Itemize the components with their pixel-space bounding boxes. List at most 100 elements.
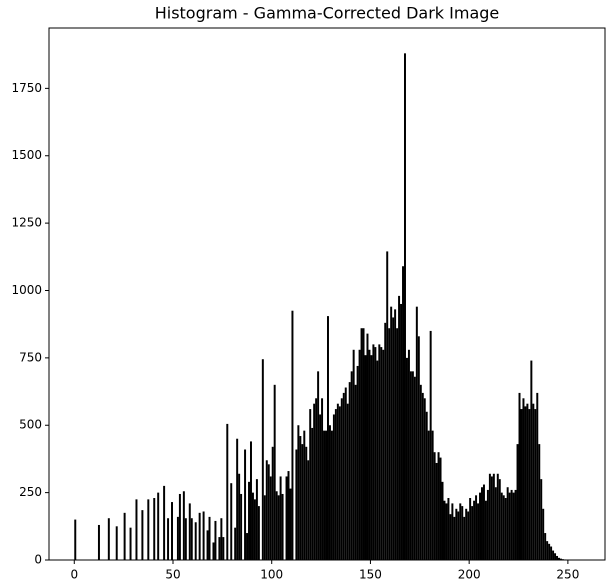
bar	[358, 349, 361, 560]
bar	[394, 309, 397, 560]
bar	[350, 371, 353, 560]
bar	[115, 526, 118, 560]
bar	[240, 493, 243, 560]
bar	[198, 512, 201, 560]
bar	[516, 444, 519, 560]
bar	[447, 498, 450, 560]
bar	[328, 425, 331, 560]
bar	[206, 530, 209, 560]
bar	[315, 398, 318, 560]
bar	[261, 359, 264, 560]
bar	[238, 473, 241, 560]
bar	[184, 518, 187, 560]
bar	[484, 500, 487, 560]
bar	[295, 449, 298, 560]
bar	[473, 500, 476, 560]
bar	[471, 506, 474, 560]
bar	[190, 518, 193, 560]
bar	[554, 553, 557, 560]
bar	[504, 498, 507, 560]
bar	[251, 492, 254, 560]
bar	[246, 533, 249, 560]
bar	[396, 328, 399, 560]
bar	[226, 423, 229, 560]
bar	[340, 398, 343, 560]
bar	[129, 527, 132, 560]
bar	[559, 558, 562, 560]
bar	[546, 541, 549, 560]
bar	[364, 355, 367, 560]
bar	[255, 479, 258, 560]
bar	[477, 503, 480, 560]
bar	[481, 487, 483, 560]
bar	[220, 518, 223, 560]
bar	[222, 537, 225, 560]
y-tick-label: 1250	[11, 216, 42, 230]
bar	[289, 488, 292, 560]
bar	[534, 409, 537, 560]
bar	[512, 492, 515, 560]
bar	[378, 344, 381, 560]
bar	[490, 476, 493, 560]
bar	[277, 495, 280, 560]
bar	[194, 522, 197, 560]
bar	[249, 441, 252, 560]
bar	[386, 251, 389, 560]
bar	[407, 349, 410, 560]
bar	[360, 328, 363, 560]
bar	[188, 503, 191, 560]
bar	[486, 489, 489, 560]
bar	[325, 430, 327, 560]
bar	[317, 371, 320, 560]
bar	[336, 403, 339, 560]
bar	[376, 360, 379, 560]
bar	[330, 430, 333, 560]
bar	[171, 502, 173, 560]
bar	[338, 406, 341, 560]
bar	[234, 527, 237, 560]
bar	[465, 508, 468, 560]
bar	[279, 476, 282, 560]
bar	[374, 347, 377, 560]
y-tick-label: 1500	[11, 148, 42, 162]
bar	[301, 444, 304, 560]
y-tick-label: 1000	[11, 283, 42, 297]
bar	[494, 487, 497, 560]
bar	[311, 427, 314, 560]
bar	[451, 503, 454, 560]
bar	[500, 492, 503, 560]
bar	[415, 306, 418, 560]
plot-frame	[48, 27, 606, 561]
bar	[431, 430, 434, 560]
x-tick-label: 50	[165, 568, 180, 582]
y-tick-label: 500	[19, 418, 42, 432]
bar	[459, 503, 462, 560]
bar	[163, 485, 166, 560]
bar	[327, 316, 329, 560]
bar	[107, 518, 110, 560]
bar	[439, 457, 442, 560]
bar	[398, 295, 401, 560]
bar	[548, 543, 551, 560]
bar	[362, 328, 365, 560]
bar	[413, 376, 416, 560]
bar	[157, 492, 160, 560]
bar	[313, 403, 316, 560]
bar	[305, 446, 308, 560]
bar	[538, 444, 541, 560]
x-tick-label: 250	[556, 568, 579, 582]
bar	[392, 317, 395, 560]
bar	[488, 473, 491, 560]
bar	[520, 409, 523, 560]
bar	[344, 387, 347, 560]
bar	[540, 479, 543, 560]
y-tick-label: 250	[19, 485, 42, 499]
bar	[182, 491, 185, 560]
bar	[265, 460, 268, 560]
bar	[433, 452, 436, 560]
bar	[257, 506, 260, 560]
bar	[384, 322, 387, 560]
bar	[342, 392, 345, 560]
bar	[147, 499, 150, 560]
